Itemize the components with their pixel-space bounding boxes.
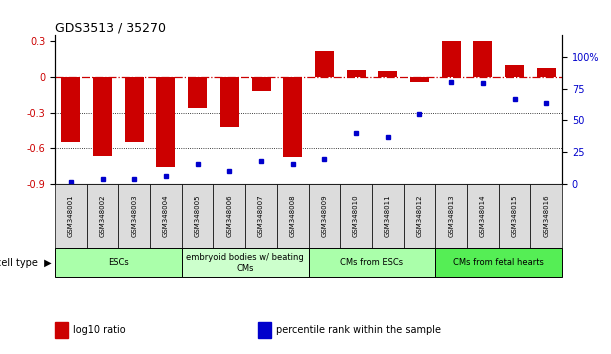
FancyBboxPatch shape <box>499 184 530 248</box>
Text: cell type  ▶: cell type ▶ <box>0 258 52 268</box>
Text: GSM348006: GSM348006 <box>226 195 232 237</box>
Text: ESCs: ESCs <box>108 258 129 267</box>
Bar <box>442 41 461 77</box>
Text: GSM348003: GSM348003 <box>131 195 137 237</box>
Bar <box>258 322 271 338</box>
FancyBboxPatch shape <box>309 184 340 248</box>
Text: GSM348002: GSM348002 <box>100 195 106 237</box>
FancyBboxPatch shape <box>150 184 182 248</box>
FancyBboxPatch shape <box>87 184 119 248</box>
FancyBboxPatch shape <box>55 184 87 248</box>
Text: GSM348015: GSM348015 <box>511 195 518 237</box>
Text: GSM348016: GSM348016 <box>543 195 549 237</box>
Text: GSM348001: GSM348001 <box>68 195 74 237</box>
Text: percentile rank within the sample: percentile rank within the sample <box>276 325 441 335</box>
Text: GSM348010: GSM348010 <box>353 195 359 237</box>
Bar <box>284 77 302 157</box>
Bar <box>346 70 365 77</box>
FancyBboxPatch shape <box>182 184 213 248</box>
Bar <box>93 77 112 155</box>
Bar <box>410 77 429 82</box>
Text: embryoid bodies w/ beating
CMs: embryoid bodies w/ beating CMs <box>186 253 304 273</box>
FancyBboxPatch shape <box>182 249 309 277</box>
FancyBboxPatch shape <box>404 184 435 248</box>
Text: GSM348013: GSM348013 <box>448 195 454 237</box>
FancyBboxPatch shape <box>435 249 562 277</box>
Bar <box>188 77 207 108</box>
FancyBboxPatch shape <box>467 184 499 248</box>
FancyBboxPatch shape <box>435 184 467 248</box>
Bar <box>156 77 175 167</box>
FancyBboxPatch shape <box>372 184 404 248</box>
FancyBboxPatch shape <box>119 184 150 248</box>
Bar <box>125 77 144 142</box>
Bar <box>55 322 68 338</box>
Text: GSM348009: GSM348009 <box>321 195 327 237</box>
Bar <box>252 77 271 91</box>
Text: log10 ratio: log10 ratio <box>73 325 125 335</box>
Text: GSM348012: GSM348012 <box>417 195 422 237</box>
Bar <box>61 77 81 142</box>
FancyBboxPatch shape <box>309 249 435 277</box>
Bar <box>505 65 524 77</box>
FancyBboxPatch shape <box>277 184 309 248</box>
Text: GSM348004: GSM348004 <box>163 195 169 237</box>
Text: GSM348007: GSM348007 <box>258 195 264 237</box>
Text: CMs from ESCs: CMs from ESCs <box>340 258 403 267</box>
FancyBboxPatch shape <box>530 184 562 248</box>
FancyBboxPatch shape <box>245 184 277 248</box>
FancyBboxPatch shape <box>340 184 372 248</box>
Bar <box>220 77 239 127</box>
Text: GSM348005: GSM348005 <box>195 195 200 237</box>
Text: GDS3513 / 35270: GDS3513 / 35270 <box>55 21 166 34</box>
Bar <box>537 68 556 77</box>
FancyBboxPatch shape <box>213 184 245 248</box>
Text: GSM348014: GSM348014 <box>480 195 486 237</box>
Bar <box>474 41 492 77</box>
FancyBboxPatch shape <box>55 249 182 277</box>
Text: CMs from fetal hearts: CMs from fetal hearts <box>453 258 544 267</box>
Text: GSM348008: GSM348008 <box>290 195 296 237</box>
Bar <box>315 51 334 77</box>
Text: GSM348011: GSM348011 <box>385 195 391 237</box>
Bar <box>378 71 397 77</box>
